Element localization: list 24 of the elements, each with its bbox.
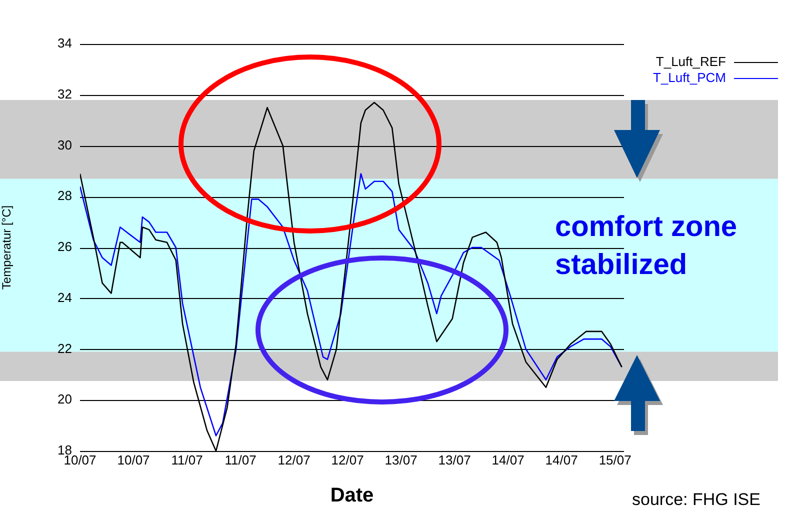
x-axis-title: Date: [330, 484, 374, 507]
y-tick-label: 20: [58, 392, 72, 407]
y-tick-label: 22: [58, 340, 72, 356]
y-tick-label: 26: [58, 239, 72, 254]
x-tick-label: 12/07: [278, 452, 310, 468]
y-axis-title: Temperatur [°C]: [0, 205, 14, 290]
y-tick-label: 34: [58, 36, 72, 51]
source-note: source: FHG ISE: [632, 490, 760, 510]
x-tick-label: 11/07: [224, 452, 256, 468]
x-tick-label: 15/07: [598, 452, 632, 468]
annotation: comfort zone stabilized: [555, 210, 738, 283]
y-tick-label: 24: [58, 290, 72, 305]
y-tick-label: 28: [58, 188, 72, 204]
y-tick-label: 30: [58, 137, 72, 152]
x-tick-label: 14/07: [545, 452, 578, 468]
x-tick-label: 11/07: [171, 452, 203, 468]
x-tick-label: 12/07: [331, 452, 364, 468]
x-tick-label: 13/07: [438, 452, 471, 468]
legend-label: T_Luft_PCM: [653, 70, 726, 86]
x-tick-label: 13/07: [384, 452, 418, 468]
x-tick-label: 10/07: [117, 452, 150, 468]
legend-label: T_Luft_REF: [656, 54, 726, 70]
y-tick-label: 32: [58, 86, 72, 102]
x-tick-label: 14/07: [492, 452, 524, 468]
